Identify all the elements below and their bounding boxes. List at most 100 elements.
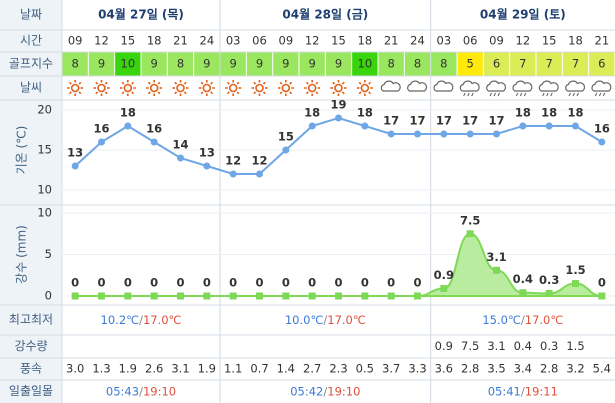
value-label: 0 xyxy=(413,276,421,290)
golf-cell xyxy=(536,52,562,76)
ray xyxy=(210,81,214,85)
day-header: 04월 27일 (목) xyxy=(98,7,184,22)
ray xyxy=(157,81,161,85)
temp-point xyxy=(335,114,342,122)
value-label: 0 xyxy=(361,276,369,290)
value-label: 1.5 xyxy=(565,263,585,277)
rain-point xyxy=(519,289,527,297)
weather-icon xyxy=(512,80,533,97)
y-tick-label: 0 xyxy=(45,289,52,303)
row-label: 일출일몰 xyxy=(9,384,53,398)
rain-point xyxy=(203,292,211,300)
time-label: 12 xyxy=(94,34,109,48)
golf-value: 10 xyxy=(121,57,136,71)
drop xyxy=(497,92,500,97)
range-part: 05:41 xyxy=(488,384,521,398)
golf-value: 9 xyxy=(151,57,158,71)
golf-cell xyxy=(325,52,352,76)
range-part: / xyxy=(139,384,143,398)
label-column xyxy=(0,0,62,403)
time-label: 15 xyxy=(121,34,136,48)
value-label: 12 xyxy=(251,154,267,168)
wind-value: 2.7 xyxy=(303,362,321,376)
day-header: 04월 28일 (금) xyxy=(282,7,368,22)
cloud xyxy=(407,80,428,92)
range-part: / xyxy=(139,313,143,327)
wind-value: 2.8 xyxy=(540,362,558,376)
ray xyxy=(279,81,283,85)
drop xyxy=(519,92,523,97)
ray xyxy=(253,81,257,85)
drop xyxy=(550,92,553,97)
sun xyxy=(123,83,133,93)
golf-cell xyxy=(62,52,88,76)
range-part: 17.0℃ xyxy=(143,313,182,327)
value-label: 0 xyxy=(308,276,316,290)
drop xyxy=(568,92,571,97)
value-label: 0 xyxy=(387,276,395,290)
time-label: 18 xyxy=(358,34,373,48)
drop xyxy=(515,92,519,97)
rain-point xyxy=(335,292,342,300)
golf-cell xyxy=(510,52,536,76)
row-label: 풍속 xyxy=(20,362,42,376)
wind-value: 2.3 xyxy=(329,362,347,376)
golf-cell xyxy=(457,52,483,76)
weather-icon xyxy=(93,80,110,96)
value-label: 17 xyxy=(409,114,425,128)
value-label: 0 xyxy=(71,276,79,290)
value-label: 18 xyxy=(304,106,320,120)
cloud xyxy=(433,80,454,92)
value-label: 0 xyxy=(203,276,211,290)
ray xyxy=(183,81,187,85)
time-label: 18 xyxy=(568,34,583,48)
ray xyxy=(341,81,345,85)
value-label: 0 xyxy=(282,276,290,290)
golf-cell xyxy=(562,52,589,76)
temp-point xyxy=(519,122,527,130)
ray xyxy=(95,91,99,95)
wind-value: 1.4 xyxy=(277,362,295,376)
weather-icon xyxy=(225,80,242,96)
golf-value: 9 xyxy=(309,57,316,71)
weather-icon xyxy=(459,80,480,97)
temp-point xyxy=(203,162,211,170)
sun xyxy=(176,83,185,93)
time-label: 09 xyxy=(279,34,294,48)
drop xyxy=(576,92,579,97)
value-label: 18 xyxy=(541,106,557,120)
ray xyxy=(262,91,266,95)
temp-point xyxy=(598,138,606,146)
golf-cell xyxy=(378,52,404,76)
time-label: 09 xyxy=(489,34,504,48)
ray xyxy=(368,81,372,85)
wind-value: 3.0 xyxy=(66,362,84,376)
golf-value: 7 xyxy=(546,57,553,71)
day-sun: 05:43/19:10 xyxy=(106,384,176,398)
golf-cell xyxy=(431,52,457,76)
value-label: 19 xyxy=(330,98,346,112)
value-label: 13 xyxy=(199,146,215,160)
range-part: / xyxy=(521,384,525,398)
golf-value: 8 xyxy=(388,57,395,71)
wind-value: 3.4 xyxy=(514,362,532,376)
temp-point xyxy=(282,146,290,154)
golf-value: 6 xyxy=(493,57,500,71)
ray xyxy=(121,81,125,85)
golf-value: 9 xyxy=(230,57,237,71)
value-label: 0 xyxy=(334,276,342,290)
drop xyxy=(489,92,492,97)
value-label: 16 xyxy=(93,122,109,136)
golf-value: 8 xyxy=(72,57,79,71)
rain-point xyxy=(387,292,395,300)
row-label: 날씨 xyxy=(20,81,42,95)
wind-value: 3.1 xyxy=(171,362,189,376)
value-label: 0.3 xyxy=(539,273,559,287)
time-label: 21 xyxy=(595,34,610,48)
y-tick-label: 10 xyxy=(37,183,52,197)
weather-icon xyxy=(119,80,136,96)
wind-value: 5.4 xyxy=(593,362,611,376)
time-label: 09 xyxy=(68,34,83,48)
time-label: 24 xyxy=(200,34,215,48)
